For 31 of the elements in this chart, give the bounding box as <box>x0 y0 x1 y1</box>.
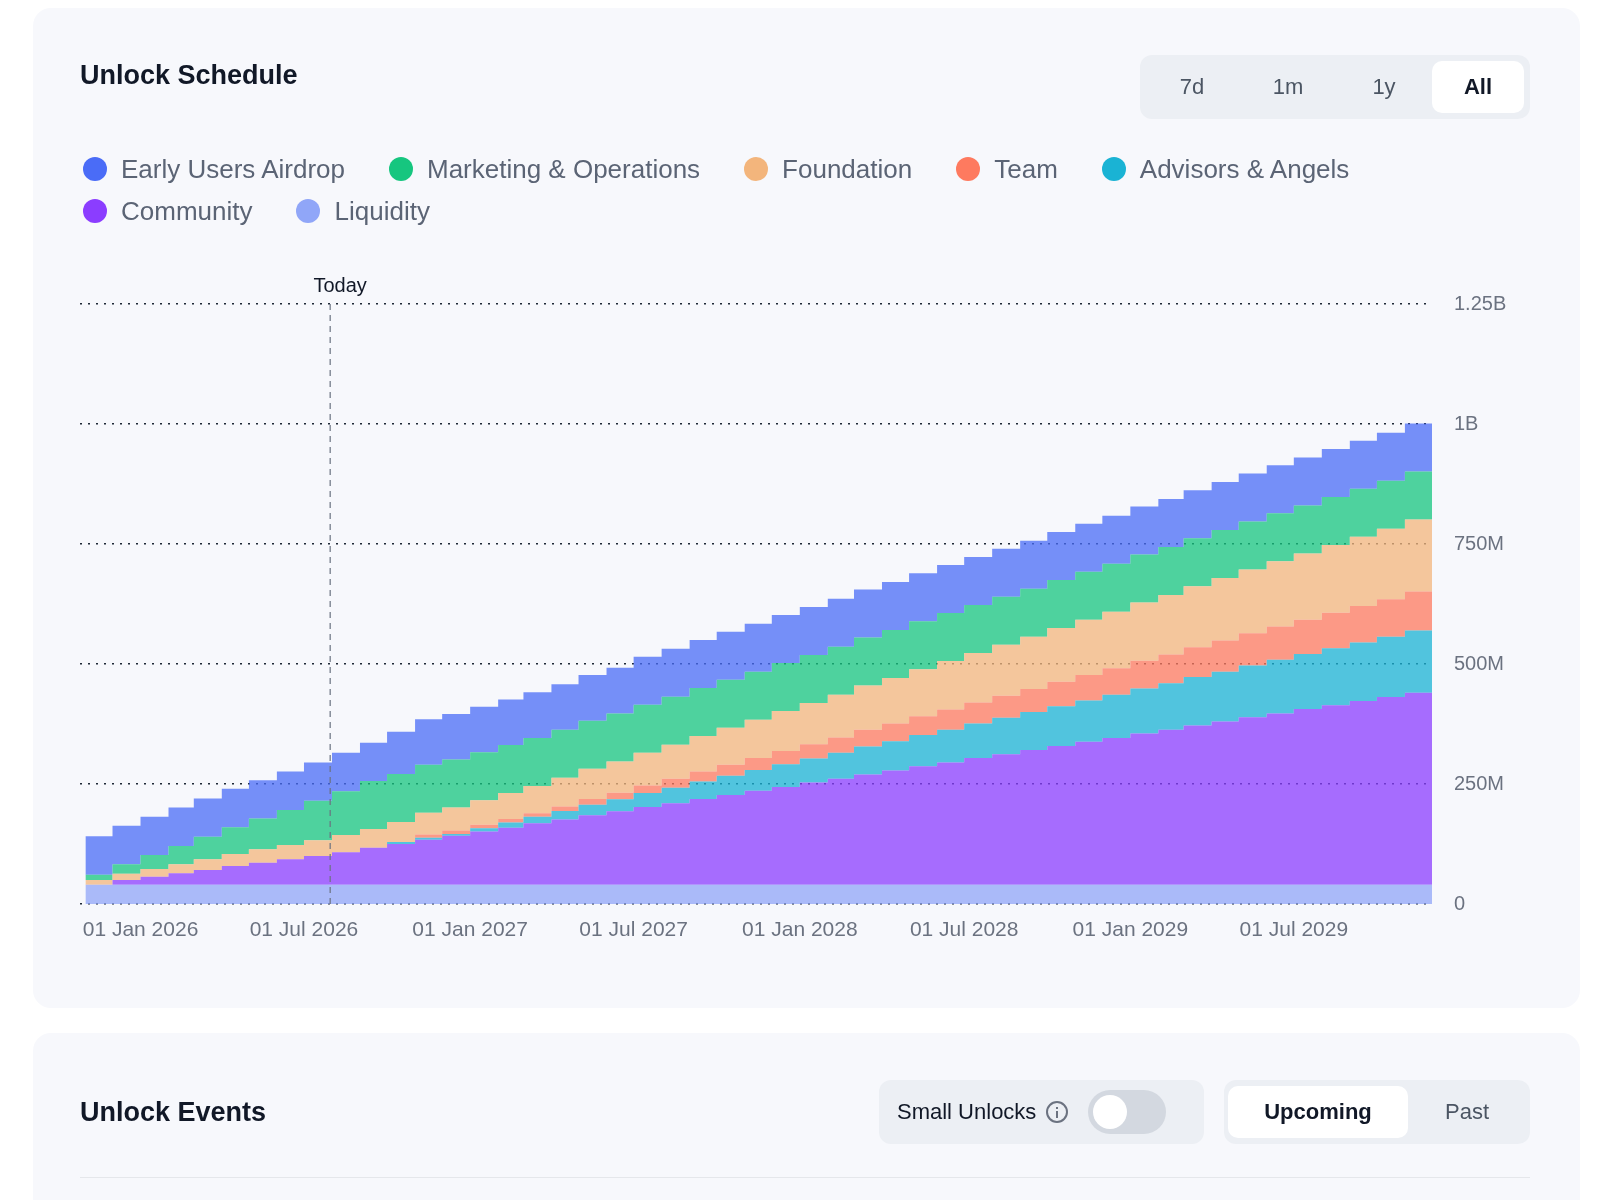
text: Unlock Events <box>80 1097 267 1128</box>
chart-title: Unlock Schedule <box>80 60 298 91</box>
legend-label: Team <box>994 153 1058 185</box>
text: 1y <box>1371 73 1397 101</box>
text: 1m <box>1271 73 1305 101</box>
legend-label: Marketing & Operations <box>426 153 701 185</box>
y-tick-label: 1.25B <box>1454 291 1507 314</box>
ref-line-label: Today <box>313 273 367 296</box>
legend-label: Foundation <box>782 153 913 185</box>
text: 7d <box>1178 73 1206 101</box>
x-tick-label: 01 Jan 2027 <box>412 917 528 941</box>
x-tick-label: 01 Jul 2027 <box>579 917 688 941</box>
y-tick-label: 0 <box>1454 891 1466 914</box>
text: Small Unlocks <box>897 1099 1037 1125</box>
x-tick-label: 01 Jul 2029 <box>1239 917 1349 941</box>
text: Past <box>1444 1098 1490 1126</box>
x-tick-label: 01 Jan 2026 <box>82 917 199 941</box>
y-tick-label: 750M <box>1454 531 1505 554</box>
legend-label: Early Users Airdrop <box>121 153 345 185</box>
y-tick-label: 1B <box>1454 411 1479 434</box>
text: Upcoming <box>1228 1086 1408 1138</box>
x-tick-label: 01 Jul 2026 <box>249 917 359 941</box>
y-tick-label: 250M <box>1454 771 1505 794</box>
x-tick-label: 01 Jul 2028 <box>909 917 1019 941</box>
legend-label: Advisors & Angels <box>1139 153 1350 185</box>
legend-label: Community <box>121 195 253 227</box>
x-tick-label: 01 Jan 2028 <box>742 917 858 941</box>
text: All <box>1432 61 1524 113</box>
x-tick-label: 01 Jan 2029 <box>1072 917 1189 941</box>
y-tick-label: 500M <box>1454 651 1505 674</box>
legend-label: Liquidity <box>334 195 430 227</box>
